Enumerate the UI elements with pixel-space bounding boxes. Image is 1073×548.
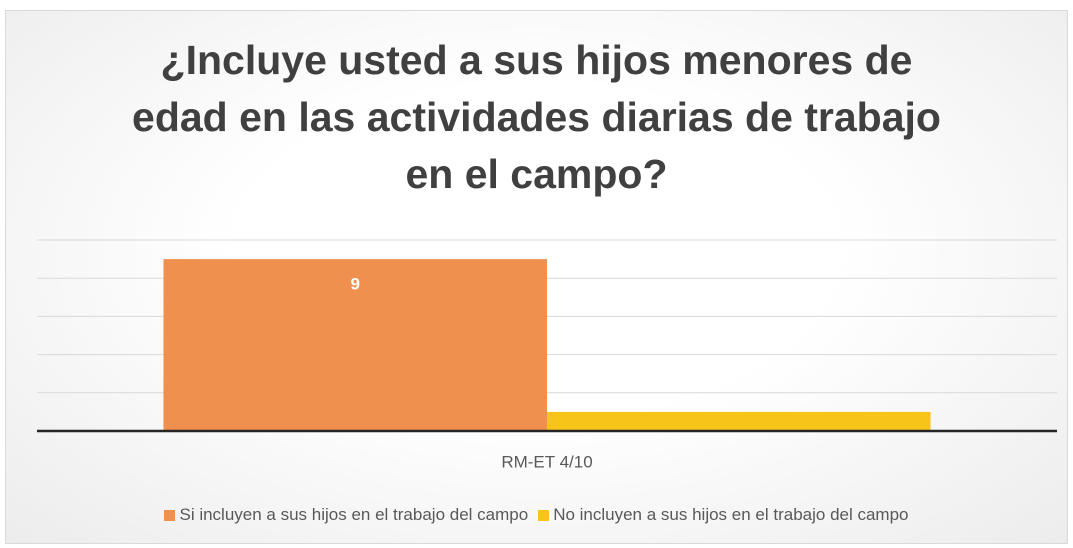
legend-swatch (538, 509, 550, 521)
legend: Si incluyen a sus hijos en el trabajo de… (0, 505, 1073, 525)
chart-title: ¿Incluye usted a sus hijos menores de ed… (132, 37, 941, 197)
x-tick-label: RM-ET 4/10 (501, 452, 592, 471)
legend-item: No incluyen a sus hijos en el trabajo de… (538, 505, 909, 525)
legend-item: Si incluyen a sus hijos en el trabajo de… (164, 505, 528, 525)
legend-label: No incluyen a sus hijos en el trabajo de… (553, 505, 909, 524)
data-label: 9 (351, 275, 360, 294)
legend-label: Si incluyen a sus hijos en el trabajo de… (179, 505, 529, 524)
legend-swatch (164, 509, 176, 521)
bar (547, 411, 931, 431)
bar (163, 259, 548, 431)
